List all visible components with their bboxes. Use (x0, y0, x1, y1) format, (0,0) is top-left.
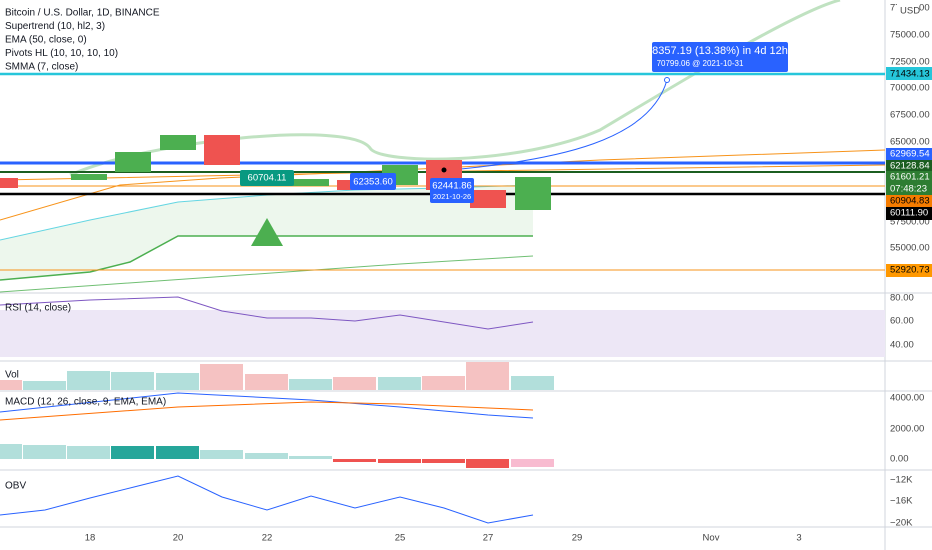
axis-label: −16K (890, 496, 913, 507)
pivot-date: 2021-10-26 (433, 192, 471, 201)
price-label: 65000.00 (890, 137, 930, 148)
axis-label: 40.00 (890, 340, 914, 351)
pivot-label: 62353.60 (353, 177, 393, 188)
price-tag: 52920.73 (890, 265, 930, 276)
time-label: 27 (483, 533, 494, 544)
indicator-legend: EMA (50, close, 0) (5, 35, 87, 46)
price-tag: 60111.90 (890, 208, 928, 219)
price-label: 70000.00 (890, 83, 930, 94)
time-label: 18 (85, 533, 96, 544)
price-tag: 60904.83 (890, 196, 930, 207)
axis-label: 2000.00 (890, 424, 924, 435)
pane-label: MACD (12, 26, close, 9, EMA, EMA) (5, 397, 166, 408)
measure-detail: 70799.06 @ 2021-10-31 (657, 59, 744, 68)
price-label: 55000.00 (890, 243, 930, 254)
price-label: 72500.00 (890, 57, 930, 68)
price-label: 75000.00 (890, 30, 930, 41)
price-tag: 62969.54 (890, 149, 930, 160)
time-label: 3 (796, 533, 801, 544)
indicator-legend: Pivots HL (10, 10, 10, 10) (5, 48, 118, 59)
axis-label: 4000.00 (890, 393, 924, 404)
price-label: 67500.00 (890, 110, 930, 121)
time-label: 22 (262, 533, 273, 544)
time-label: Nov (703, 533, 720, 544)
price-tag: 61601.21 (890, 172, 930, 183)
time-label: 29 (572, 533, 583, 544)
pivot-label: 62441.86 (432, 181, 472, 192)
axis-label: 60.00 (890, 316, 914, 327)
measure-label: 8357.19 (13.38%) in 4d 12h (652, 45, 788, 57)
pane-label: RSI (14, close) (5, 303, 71, 314)
time-label: 20 (173, 533, 184, 544)
axis-label: 80.00 (890, 293, 914, 304)
price-label: 57500.00 (890, 217, 930, 228)
price-tag: 71434.13 (890, 69, 930, 80)
countdown: 07:48:23 (890, 184, 927, 195)
pane-label: OBV (5, 481, 26, 492)
axis-label: 0.00 (890, 454, 909, 465)
indicator-legend: SMMA (7, close) (5, 62, 78, 73)
price-tag: 62128.84 (890, 161, 930, 172)
axis-label: −12K (890, 475, 913, 486)
symbol-title: Bitcoin / U.S. Dollar, 1D, BINANCE (5, 8, 160, 19)
indicator-legend: Supertrend (10, hl2, 3) (5, 21, 105, 32)
pivot-label: 60704.11 (248, 173, 287, 184)
axis-label: −20K (890, 518, 913, 529)
time-label: 25 (395, 533, 406, 544)
pane-label: Vol (5, 370, 19, 381)
currency-button[interactable]: USD (900, 6, 920, 17)
